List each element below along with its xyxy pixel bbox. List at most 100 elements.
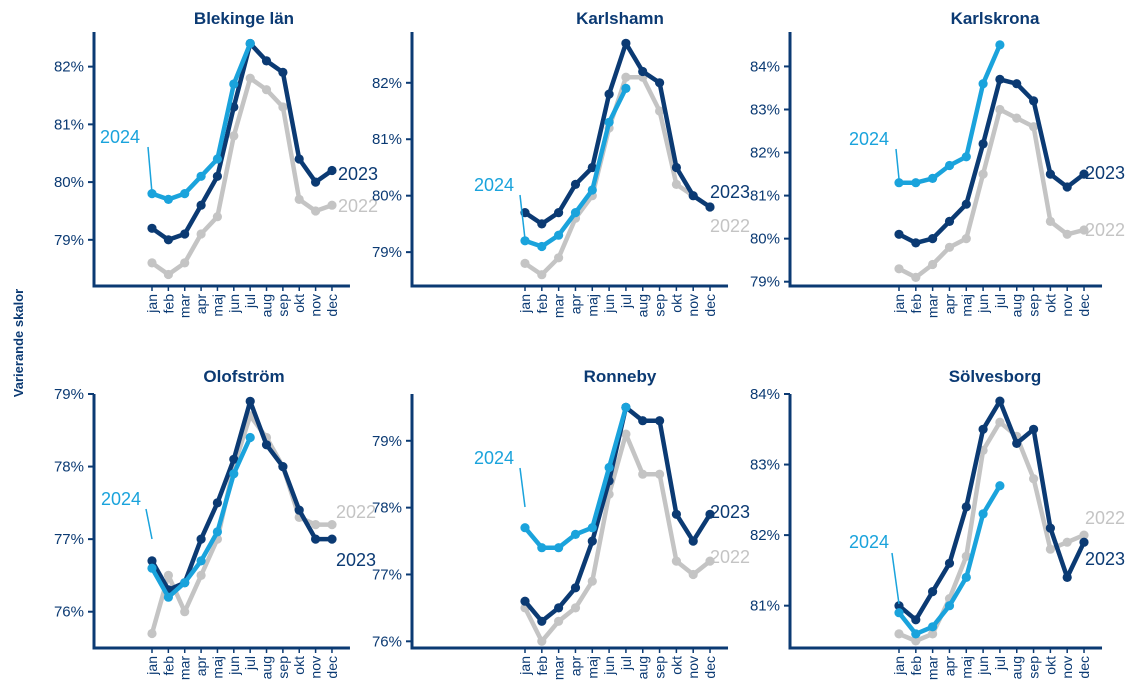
point-2024	[621, 83, 631, 93]
point-2023	[894, 229, 904, 239]
x-tick-label: nov	[1059, 294, 1075, 317]
point-2022	[570, 603, 581, 613]
point-2022	[554, 253, 564, 263]
x-tick-label: feb	[160, 294, 176, 314]
x-tick-label: apr	[567, 294, 583, 315]
x-tick-label: jun	[601, 294, 617, 314]
series-label-2023: 2023	[1085, 163, 1125, 183]
series-line-2022	[896, 107, 1087, 280]
x-tick-label: aug	[1009, 656, 1025, 679]
point-2024	[520, 236, 530, 246]
point-2022	[621, 429, 631, 439]
point-2023	[1012, 79, 1022, 89]
series-label-leader-2024	[891, 552, 900, 605]
point-2022	[705, 556, 715, 566]
point-2022	[671, 556, 682, 566]
point-2022	[655, 469, 665, 479]
x-tick-label: jun	[226, 656, 242, 676]
series-label-leader-2024	[145, 508, 153, 540]
point-2022	[1045, 216, 1055, 226]
point-2022	[520, 258, 530, 268]
x-tick-label: dec	[324, 656, 340, 679]
x-tick-label: maj	[584, 294, 600, 317]
point-2023	[1045, 523, 1055, 533]
x-tick-label: dec	[324, 294, 340, 317]
x-tick-label: maj	[209, 294, 225, 317]
point-2023	[911, 238, 921, 248]
point-2022	[311, 206, 321, 216]
point-2022	[311, 520, 321, 530]
y-tick-label: 80%	[372, 188, 402, 205]
point-2024	[180, 578, 190, 588]
point-2024	[604, 462, 614, 473]
point-2023	[961, 199, 971, 209]
x-tick-label: jun	[601, 656, 617, 676]
y-tick-label: 80%	[54, 174, 84, 191]
point-2024	[961, 152, 971, 162]
point-2024	[978, 79, 988, 89]
x-tick-label: apr	[567, 656, 583, 677]
point-2024	[537, 241, 547, 252]
x-tick-label: dec	[1076, 294, 1092, 317]
y-tick-label: 81%	[54, 116, 84, 133]
point-2023	[537, 219, 547, 229]
panel-5: Ronneby 76% 77% 78% 79% jan feb mar apr maj jun jul…	[372, 367, 750, 680]
series-label-2024: 2024	[849, 532, 889, 552]
x-tick-label: apr	[193, 656, 209, 677]
x-tick-label: maj	[584, 656, 600, 679]
point-2023	[147, 223, 157, 233]
series-label-2022: 2022	[710, 547, 750, 567]
panel-title: Sölvesborg	[949, 367, 1042, 386]
y-tick-label: 79%	[54, 386, 84, 403]
point-2023	[294, 505, 304, 515]
point-2024	[180, 189, 190, 199]
point-2024	[196, 556, 206, 566]
point-2022	[163, 570, 173, 581]
series-label-2024: 2024	[849, 129, 889, 149]
point-2023	[995, 396, 1005, 406]
y-tick-label: 81%	[750, 598, 780, 615]
point-2024	[621, 402, 631, 412]
x-tick-label: jul	[992, 294, 1008, 309]
point-2023	[229, 454, 239, 464]
y-tick-label: 81%	[750, 188, 780, 205]
series-label-2023: 2023	[336, 550, 376, 570]
point-2023	[1029, 96, 1039, 106]
point-2023	[1012, 438, 1022, 448]
point-2023	[995, 74, 1005, 84]
y-tick-label: 79%	[372, 433, 402, 450]
point-2023	[147, 556, 157, 566]
point-2023	[278, 462, 288, 472]
x-tick-label: aug	[1009, 294, 1025, 317]
y-tick-label: 83%	[750, 457, 780, 474]
y-tick-label: 80%	[750, 231, 780, 248]
point-2022	[911, 636, 921, 646]
x-tick-label: jul	[618, 656, 634, 671]
point-2024	[196, 171, 206, 181]
x-tick-label: mar	[925, 294, 941, 318]
x-tick-label: okt	[291, 294, 307, 313]
point-2024	[570, 208, 581, 218]
series-line-2022	[896, 419, 1087, 644]
point-2022	[1079, 530, 1089, 540]
point-2022	[621, 72, 631, 82]
x-tick-label: maj	[209, 656, 225, 679]
point-2023	[196, 534, 206, 544]
x-tick-label: feb	[534, 656, 550, 676]
point-2022	[894, 264, 904, 274]
point-2022	[655, 106, 665, 116]
point-2023	[212, 171, 222, 181]
point-2023	[537, 616, 547, 626]
point-2024	[911, 178, 921, 188]
point-2023	[911, 615, 921, 625]
point-2023	[1045, 169, 1055, 179]
series-line-2023	[896, 77, 1087, 246]
point-2023	[655, 78, 665, 88]
series-line-2023	[149, 399, 335, 593]
point-2024	[537, 543, 547, 553]
series-label-leader-2024	[519, 467, 526, 508]
x-tick-label: jul	[992, 656, 1008, 671]
x-tick-label: nov	[308, 294, 324, 317]
y-tick-label: 82%	[750, 145, 780, 162]
y-tick-label: 82%	[750, 527, 780, 544]
